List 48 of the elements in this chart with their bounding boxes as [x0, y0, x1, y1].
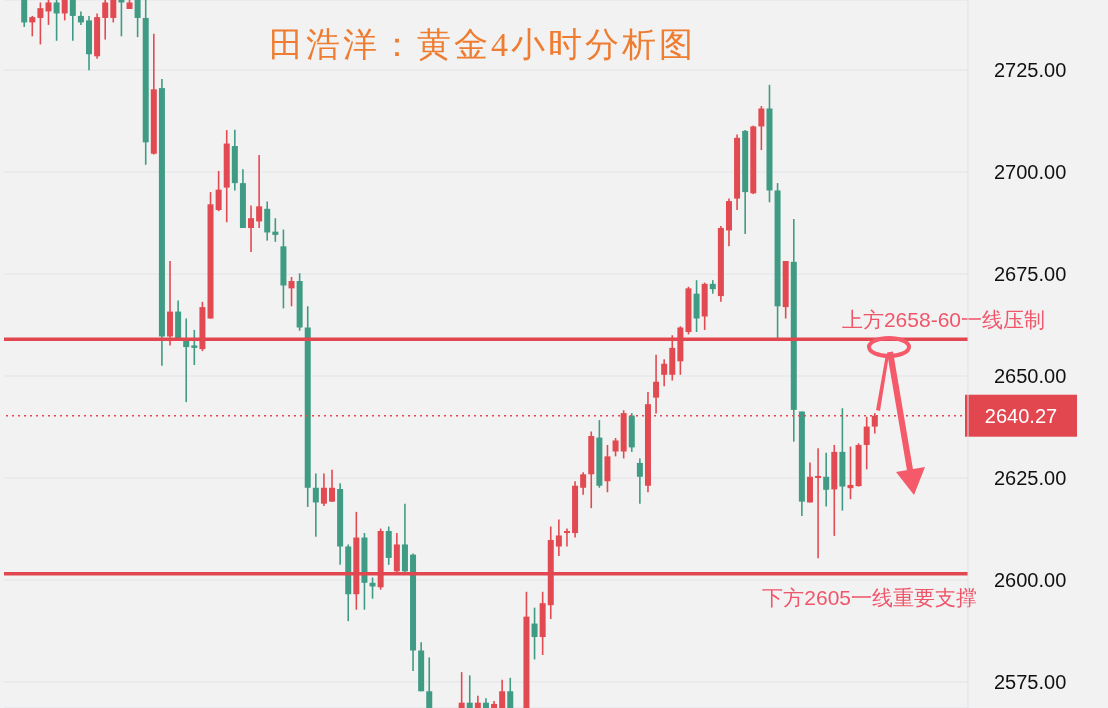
- candlestick: [758, 105, 765, 151]
- candlestick: [580, 471, 587, 496]
- candlestick: [37, 1, 44, 46]
- candlestick: [329, 469, 336, 503]
- candlestick: [45, 0, 52, 26]
- candlestick: [612, 437, 619, 458]
- candlestick: [847, 445, 854, 500]
- candlestick: [256, 154, 263, 229]
- y-tick-label: 2575.00: [994, 670, 1067, 693]
- candlestick: [53, 0, 60, 42]
- candlestick: [563, 527, 570, 548]
- candlestick: [661, 358, 668, 388]
- candlestick: [134, 0, 141, 38]
- candlestick: [264, 200, 271, 242]
- candlestick: [248, 204, 255, 253]
- text: 田浩洋：黄金4小时分析图: [268, 25, 697, 65]
- candlestick: [507, 677, 514, 708]
- ref-line-label: 2640.27: [984, 404, 1058, 427]
- y-tick-label: 2650.00: [994, 365, 1067, 388]
- candlestick: [320, 472, 327, 507]
- candlestick: [458, 671, 465, 708]
- candlestick: [426, 656, 433, 708]
- candlestick: [61, 0, 68, 22]
- candlestick: [466, 674, 473, 708]
- ref-line-label: 下方2605一线重要支撑: [762, 585, 977, 609]
- candlestick: [29, 15, 36, 38]
- y-tick-label: 2700.00: [994, 161, 1067, 184]
- candlestick: [69, 0, 76, 42]
- candlestick: [21, 0, 28, 28]
- candlestick: [555, 518, 562, 557]
- candlestick: [102, 0, 109, 41]
- candlestick: [863, 416, 870, 471]
- ref-line-label: 上方2658-60一线压制: [841, 308, 1045, 332]
- candlestick: [499, 679, 506, 708]
- candlestick: [110, 0, 117, 24]
- candlestick: [288, 276, 295, 308]
- candlestick: [191, 329, 198, 366]
- candlestick: [636, 457, 643, 505]
- candlestick: [272, 217, 279, 243]
- y-tick-label: 2625.00: [994, 466, 1067, 489]
- candlestick: [312, 472, 319, 538]
- y-tick-label: 2600.00: [994, 568, 1067, 591]
- candlestick: [531, 606, 538, 661]
- candlestick: [823, 451, 830, 508]
- y-tick-label: 2675.00: [994, 263, 1067, 286]
- y-tick-label: 2725.00: [994, 59, 1067, 82]
- candlestick: [815, 447, 822, 560]
- candlestick: [215, 170, 222, 213]
